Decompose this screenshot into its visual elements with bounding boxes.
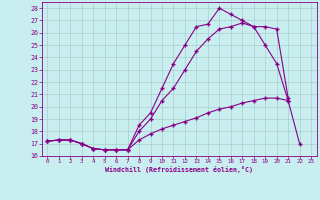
X-axis label: Windchill (Refroidissement éolien,°C): Windchill (Refroidissement éolien,°C): [105, 166, 253, 173]
